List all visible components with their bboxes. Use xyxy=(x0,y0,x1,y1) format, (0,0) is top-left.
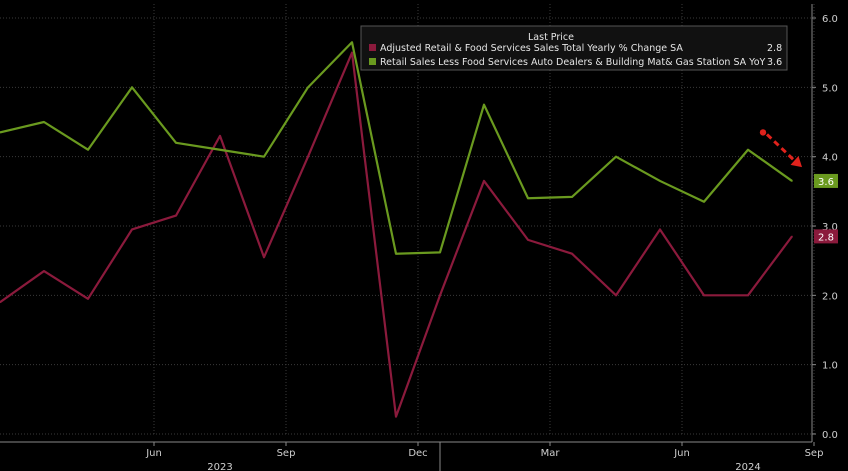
last-price-badge-1 xyxy=(814,229,838,244)
grid-lines xyxy=(0,4,815,435)
series-2-point xyxy=(571,196,573,198)
series-1-point xyxy=(0,301,1,304)
annotation-arrow-shaft xyxy=(765,133,798,164)
annotation-dot xyxy=(759,129,767,136)
series-1-point xyxy=(571,252,573,255)
y-tick-label: 0.0 xyxy=(822,430,838,441)
series-2-point xyxy=(219,148,221,151)
series-2-point xyxy=(87,148,89,151)
x-tick-label: Jun xyxy=(145,448,162,459)
series-1-point xyxy=(263,256,265,259)
series-2-point xyxy=(131,86,133,89)
y-tick-label: 5.0 xyxy=(822,83,838,94)
x-tick-label: Sep xyxy=(805,448,824,459)
series-2-point xyxy=(659,180,661,182)
y-tick-label: 6.0 xyxy=(822,14,838,25)
series-1-point xyxy=(439,294,441,297)
legend-label-series-2: Retail Sales Less Food Services Auto Dea… xyxy=(380,57,766,68)
last-price-badges: 2.8 3.6 xyxy=(814,173,838,244)
legend: Last Price Adjusted Retail & Food Servic… xyxy=(360,25,788,71)
y-tick-label: 4.0 xyxy=(822,153,838,164)
year-label: 2024 xyxy=(735,462,760,471)
y-tick-label: 3.0 xyxy=(822,222,838,233)
legend-header: Last Price xyxy=(528,32,574,43)
series-1-point xyxy=(483,180,485,182)
series-1-point xyxy=(219,135,221,137)
x-tick-label: Dec xyxy=(408,448,427,459)
series-1-point xyxy=(527,239,529,241)
annotations xyxy=(759,129,802,168)
series-2-point xyxy=(175,142,177,144)
y-tick-label: 1.0 xyxy=(822,361,838,372)
series-1-point xyxy=(307,155,309,158)
series-2-point xyxy=(791,180,793,182)
series-2-point xyxy=(43,121,45,123)
series-2-point xyxy=(351,41,353,44)
legend-value-series-2: 3.6 xyxy=(767,57,782,68)
axes: 0.0 1.0 2.0 3.0 4.0 5.0 6.0 Jun Sep Dec Mar Jun Sep 2… xyxy=(0,4,838,471)
series-1-point xyxy=(175,214,177,217)
annotation-arrow-head xyxy=(790,155,802,168)
series-2-point xyxy=(527,197,529,200)
series-2-point xyxy=(395,252,397,255)
legend-value-series-1: 2.8 xyxy=(767,43,782,54)
legend-swatch-series-1 xyxy=(369,44,376,51)
series-1-point xyxy=(747,294,749,297)
legend-box xyxy=(360,25,788,71)
series-1-point xyxy=(87,298,89,300)
series-1-point xyxy=(395,415,397,418)
x-tick-label: Jun xyxy=(673,448,690,459)
x-tick-label: Mar xyxy=(541,448,561,459)
series-1-point xyxy=(791,235,793,238)
series-1-point xyxy=(351,51,353,54)
series-1-point xyxy=(615,294,617,297)
series-2-point xyxy=(439,251,441,254)
series-2-point xyxy=(307,86,309,89)
y-tick-label: 2.0 xyxy=(822,291,838,302)
series-2-point xyxy=(703,200,705,203)
year-label: 2023 xyxy=(207,462,232,471)
last-price-label-2: 3.6 xyxy=(818,177,834,188)
series-2-point xyxy=(263,155,265,158)
series-1-point xyxy=(659,228,661,231)
legend-swatch-series-2 xyxy=(369,58,376,65)
series-2-point xyxy=(483,103,485,106)
last-price-label-1: 2.8 xyxy=(818,232,834,243)
data-series xyxy=(0,41,793,418)
series-2-point xyxy=(0,131,1,134)
x-tick-label: Sep xyxy=(277,448,296,459)
series-2-point xyxy=(747,148,749,151)
last-price-badge-2 xyxy=(814,173,838,188)
series-1-point xyxy=(43,270,45,272)
legend-label-series-1: Adjusted Retail & Food Services Sales To… xyxy=(380,43,683,54)
series-2-point xyxy=(615,155,617,158)
series-1-point xyxy=(131,228,133,231)
series-1-point xyxy=(703,294,705,297)
